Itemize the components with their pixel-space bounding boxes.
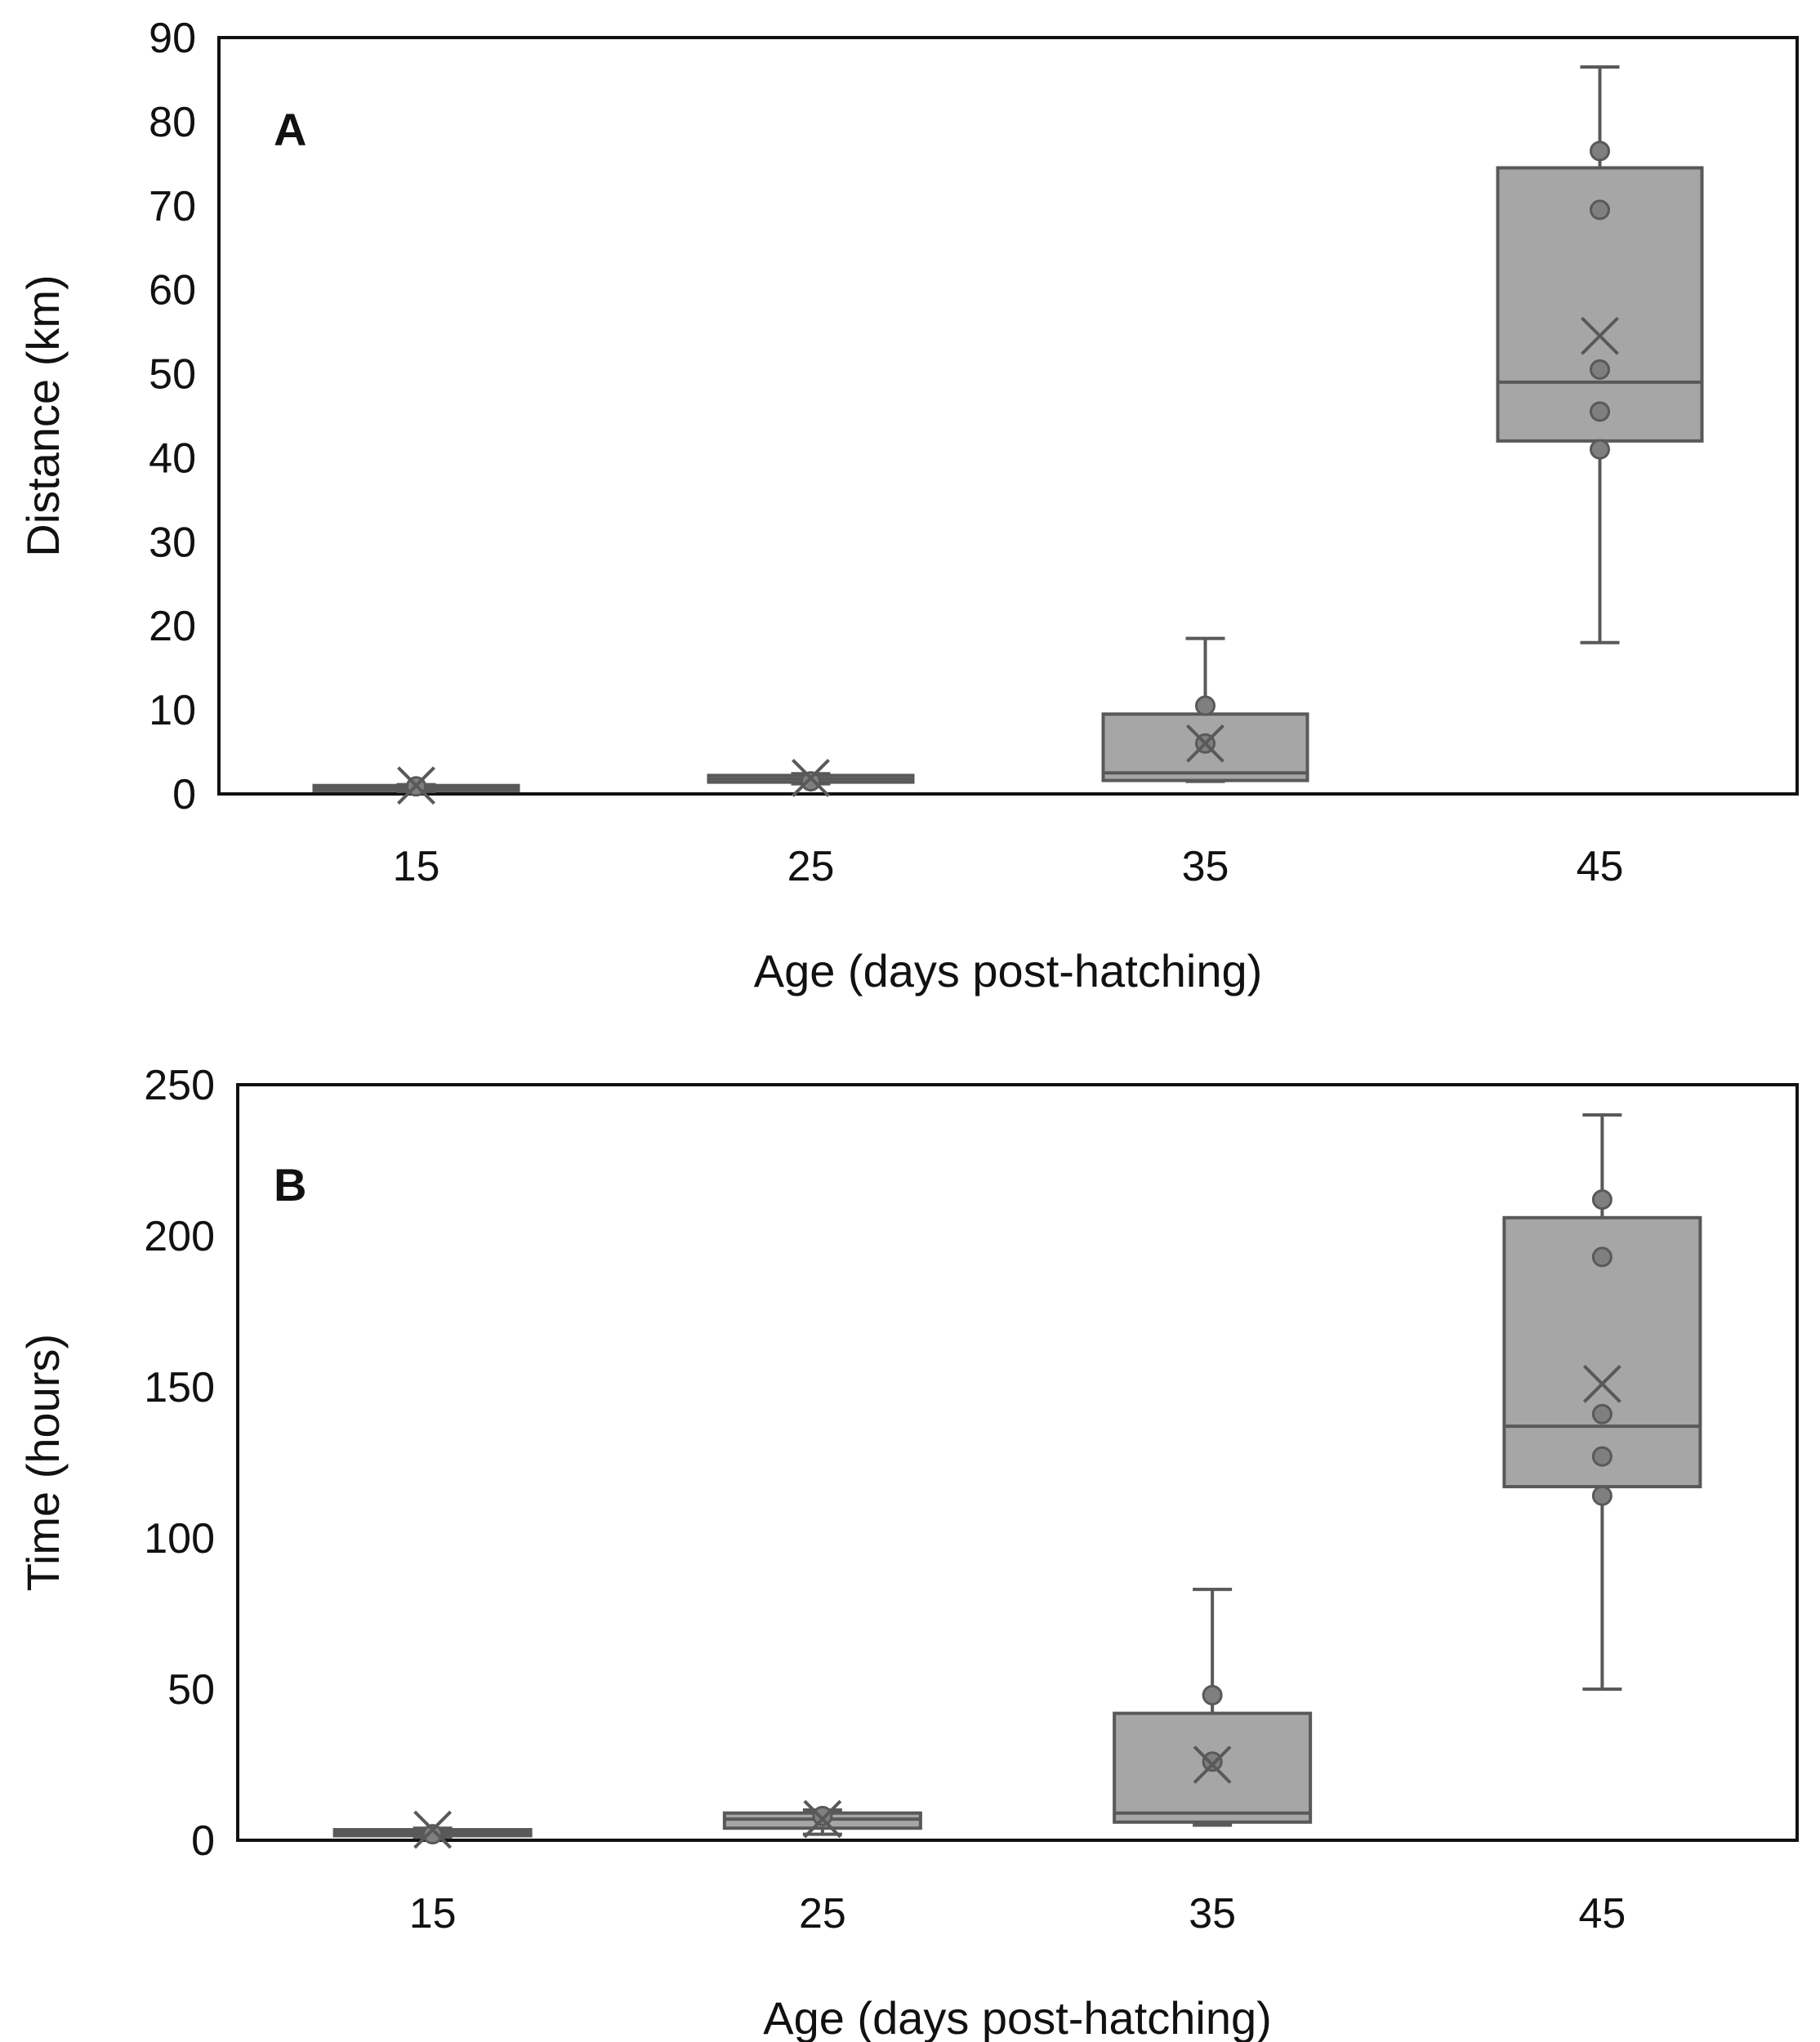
x-tick-label: 15 <box>409 1890 457 1937</box>
y-tick-label: 80 <box>149 99 196 146</box>
data-point <box>1590 140 1610 162</box>
x-axis-title: Age (days post-hatching) <box>754 945 1263 996</box>
y-tick-label: 20 <box>149 603 196 650</box>
y-tick-label: 50 <box>167 1666 215 1714</box>
y-tick-label: 40 <box>149 435 196 482</box>
mean-marker-stroke <box>397 766 435 805</box>
y-tick-label: 200 <box>144 1213 215 1260</box>
data-point <box>1591 1485 1613 1506</box>
y-axis-title: Time (hours) <box>17 1334 69 1591</box>
mean-marker <box>1193 1746 1232 1784</box>
mean-marker-stroke <box>1582 1364 1621 1403</box>
x-tick-label: 35 <box>1182 843 1229 890</box>
y-tick-label: 10 <box>149 687 196 734</box>
mean-marker <box>413 1810 453 1849</box>
x-axis-title: Age (days post-hatching) <box>763 1992 1272 2042</box>
mean-marker <box>1582 1364 1621 1403</box>
data-point <box>422 1824 444 1845</box>
y-tick-label: 70 <box>149 183 196 230</box>
data-point <box>1202 1684 1223 1705</box>
mean-marker-stroke <box>1193 1746 1232 1784</box>
panel-b-chart: B 0 50 100 150 200 250 15 25 35 45 Age (days post-h… <box>17 1062 1799 2042</box>
y-tick-label: 50 <box>149 351 196 399</box>
panel-label: A <box>274 104 306 155</box>
data-point <box>1590 439 1610 460</box>
y-tick-label: 100 <box>144 1515 215 1563</box>
plot-frame <box>217 36 1799 796</box>
mean-marker <box>803 1799 842 1839</box>
y-tick-label: 250 <box>144 1062 215 1109</box>
data-point <box>1202 1751 1223 1772</box>
x-tick-label: 45 <box>1578 1890 1626 1937</box>
panel-label: B <box>274 1159 306 1210</box>
mean-marker <box>1581 316 1619 355</box>
mean-marker <box>792 759 830 797</box>
data-point <box>1591 1189 1613 1210</box>
y-tick-label: 60 <box>149 267 196 314</box>
x-tick-label: 15 <box>393 843 440 890</box>
y-tick-label: 0 <box>172 771 196 818</box>
y-tick-label: 90 <box>149 15 196 62</box>
mean-marker-stroke <box>1581 316 1619 355</box>
mean-marker <box>397 766 435 805</box>
y-tick-label: 30 <box>149 519 196 566</box>
y-axis-title: Distance (km) <box>17 274 69 556</box>
mean-marker-stroke <box>413 1810 453 1849</box>
data-point <box>1591 1403 1613 1424</box>
x-tick-label: 35 <box>1189 1890 1236 1937</box>
x-tick-label: 45 <box>1577 843 1624 890</box>
y-tick-label: 150 <box>144 1364 215 1411</box>
y-tick-label: 0 <box>191 1817 215 1865</box>
data-point <box>1590 359 1610 380</box>
data-point <box>812 1805 833 1826</box>
mean-marker <box>1186 724 1224 763</box>
plot-frame <box>236 1083 1799 1842</box>
data-point <box>1195 695 1216 716</box>
data-point <box>1591 1446 1613 1467</box>
data-point <box>1590 401 1610 422</box>
mean-marker-stroke <box>803 1799 842 1839</box>
data-point <box>1591 1246 1613 1268</box>
x-tick-label: 25 <box>799 1890 846 1937</box>
panel-a-chart: A 0 10 20 30 40 50 60 70 80 90 15 25 35 45 Age (days po… <box>17 15 1799 996</box>
data-point <box>1590 199 1610 221</box>
mean-marker-stroke <box>1186 724 1224 763</box>
data-point <box>801 771 821 792</box>
x-tick-label: 25 <box>787 843 835 890</box>
mean-marker-stroke <box>792 759 830 797</box>
